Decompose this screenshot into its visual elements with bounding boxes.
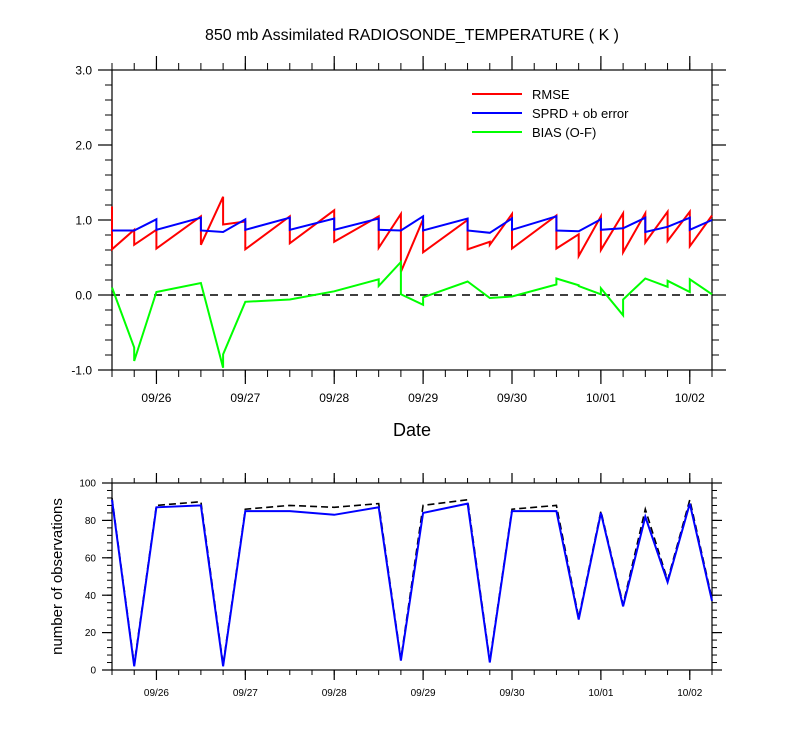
x-tick-label: 09/29	[408, 391, 438, 405]
y-tick-label: 100	[79, 479, 96, 490]
y-tick-label: 1.0	[75, 213, 92, 227]
legend-label: RMSE	[532, 87, 570, 102]
x-tick-label: 09/28	[322, 688, 347, 699]
x-tick-label: 10/02	[677, 688, 702, 699]
x-tick-label: 10/02	[675, 391, 705, 405]
y-tick-label: 0	[90, 666, 96, 677]
chart-panel-2: 0 20 40 60 80 100 09/26 09/27 09/28 09/29 09/30 10/…	[49, 473, 722, 699]
plot-frame	[111, 482, 713, 671]
x-tick-label: 09/28	[319, 391, 349, 405]
series-line-used-observations	[111, 499, 713, 667]
x-tick-label: 09/27	[230, 391, 260, 405]
x-tick-label: 10/01	[588, 688, 613, 699]
series-line-bias-o-f	[111, 259, 713, 369]
x-tick-label: 09/30	[499, 688, 524, 699]
y-tick-label: 2.0	[75, 138, 92, 152]
legend-label: BIAS (O-F)	[532, 125, 596, 140]
x-tick-label: 09/27	[233, 688, 258, 699]
y-tick-label: -1.0	[71, 363, 92, 377]
y-tick-label: 3.0	[75, 63, 92, 77]
series-line-rmse	[111, 196, 713, 273]
x-tick-label: 09/30	[497, 391, 527, 405]
x-axis-label: Date	[393, 420, 431, 440]
y-axis-label: number of observations	[49, 498, 66, 655]
y-tick-label: 40	[85, 591, 97, 602]
legend-label: SPRD + ob error	[532, 106, 629, 121]
chart-title: 850 mb Assimilated RADIOSONDE_TEMPERATUR…	[205, 27, 619, 44]
x-tick-label: 09/26	[144, 688, 169, 699]
x-tick-label: 09/29	[411, 688, 436, 699]
y-tick-label: 60	[85, 553, 97, 564]
series-line-sprd-ob-error	[112, 214, 713, 234]
x-tick-label: 10/01	[586, 391, 616, 405]
y-tick-label: 0.0	[75, 288, 92, 302]
y-tick-label: 80	[85, 516, 97, 527]
x-tick-label: 09/26	[141, 391, 171, 405]
chart-panel-1: -1.0 0.0 1.0 2.0 3.0 09/26 09/27 09/28 09/29 09/3…	[71, 27, 726, 440]
y-tick-label: 20	[85, 628, 97, 639]
